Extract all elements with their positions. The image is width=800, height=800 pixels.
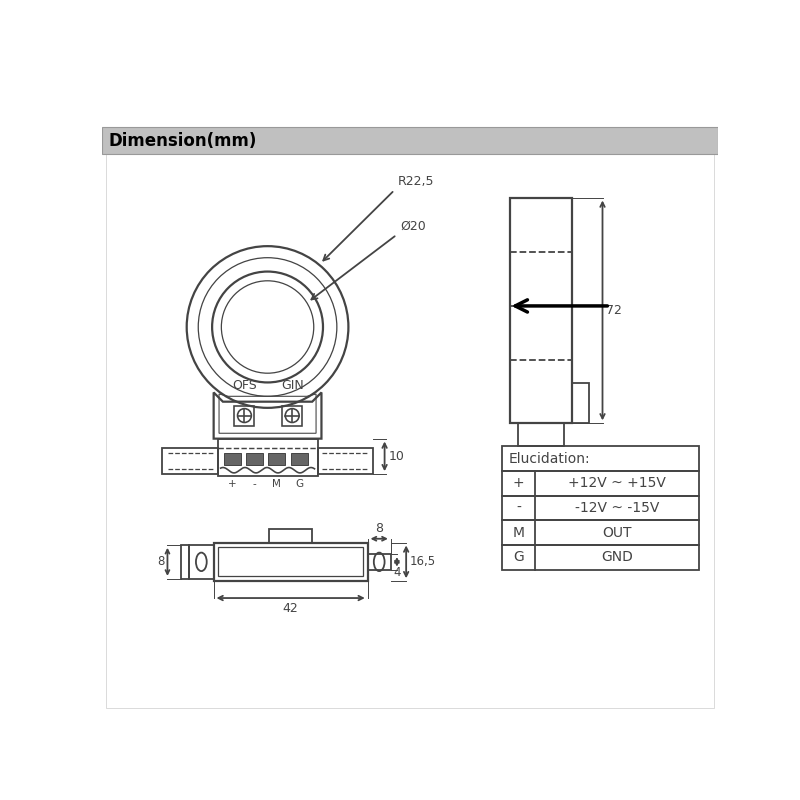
Bar — [246, 454, 263, 465]
Text: 16,5: 16,5 — [410, 555, 435, 568]
Text: 10: 10 — [389, 450, 404, 463]
Text: Elucidation:: Elucidation: — [509, 452, 590, 466]
Bar — [502, 545, 698, 570]
Bar — [502, 446, 698, 471]
Bar — [162, 448, 218, 474]
Text: GND: GND — [601, 550, 633, 564]
Bar — [224, 454, 241, 465]
Text: M: M — [513, 526, 525, 539]
Bar — [189, 545, 214, 578]
Bar — [182, 545, 189, 578]
Bar — [234, 406, 254, 426]
Bar — [510, 198, 572, 423]
Bar — [218, 438, 318, 476]
Bar — [518, 423, 564, 446]
Bar — [102, 126, 718, 154]
Text: R22,5: R22,5 — [398, 175, 434, 188]
Text: OUT: OUT — [602, 526, 631, 539]
Text: M: M — [272, 479, 282, 490]
Text: G: G — [513, 550, 524, 564]
Bar — [368, 554, 390, 570]
Bar — [572, 382, 589, 423]
Bar — [218, 547, 363, 577]
Text: 8: 8 — [375, 522, 383, 535]
Text: Dimension(mm): Dimension(mm) — [108, 132, 257, 150]
Bar — [502, 520, 698, 545]
Bar — [282, 406, 302, 426]
Text: 72: 72 — [606, 304, 622, 317]
Text: Ø20: Ø20 — [400, 220, 426, 233]
Bar — [102, 96, 718, 126]
Bar — [318, 448, 373, 474]
Bar — [290, 454, 307, 465]
Bar — [214, 542, 368, 581]
Text: GIN: GIN — [281, 379, 303, 393]
Text: G: G — [295, 479, 303, 490]
Text: -12V ~ -15V: -12V ~ -15V — [574, 501, 659, 515]
Bar — [502, 496, 698, 520]
Text: 42: 42 — [282, 602, 298, 615]
Bar — [502, 471, 698, 496]
Text: -: - — [516, 501, 521, 515]
Text: 4: 4 — [393, 566, 401, 579]
Text: -: - — [253, 479, 256, 490]
Text: +: + — [513, 476, 524, 490]
Text: 8: 8 — [157, 555, 164, 568]
Bar — [268, 454, 286, 465]
Text: +12V ~ +15V: +12V ~ +15V — [568, 476, 666, 490]
Text: OFS: OFS — [232, 379, 257, 393]
Text: +: + — [228, 479, 237, 490]
Bar — [270, 529, 312, 542]
